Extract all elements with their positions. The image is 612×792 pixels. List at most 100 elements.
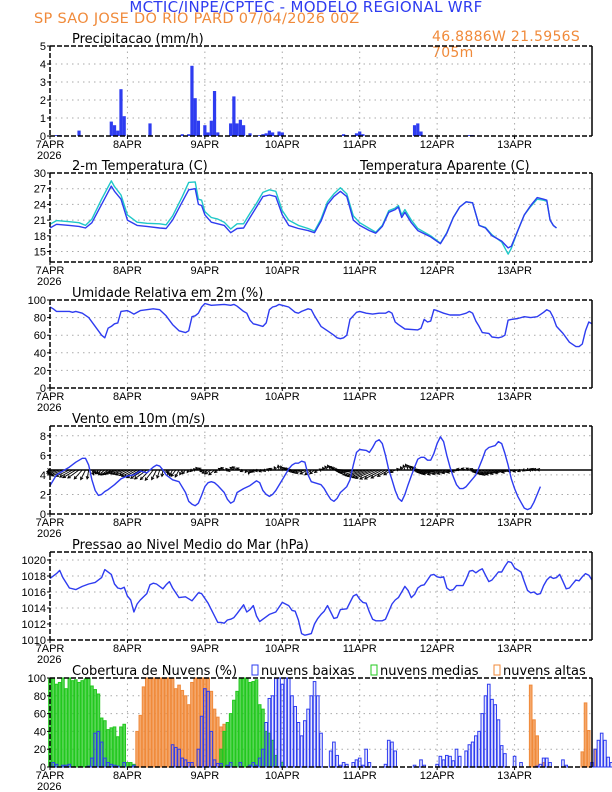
wind-arrow-head — [249, 469, 254, 474]
wind-arrow-head — [313, 469, 318, 474]
cloud-bar-nuvens-altas — [148, 677, 152, 768]
wind-arrow — [318, 468, 323, 472]
wind-arrow-head — [244, 469, 249, 474]
wind-arrow — [512, 469, 518, 473]
x-tick-label: 13APR — [497, 265, 532, 277]
wind-arrow-shaft — [456, 468, 464, 471]
cloud-bar-nuvens-medias — [228, 713, 233, 768]
precip-bar — [122, 116, 126, 136]
wind-arrow-head — [402, 464, 406, 469]
cloud-bar-nuvens-baixas — [496, 719, 501, 768]
precip-bar — [232, 96, 236, 136]
wind-arrow-shaft — [126, 469, 141, 479]
wind-arrow-shaft — [422, 469, 441, 475]
cloud-bar-nuvens-baixas — [606, 756, 610, 768]
wind-arrow — [313, 469, 319, 474]
wind-arrow-shaft — [417, 469, 431, 474]
cloud-bar-nuvens-baixas — [99, 741, 104, 768]
cloud-bar-nuvens-baixas — [483, 695, 488, 768]
cloud-bar-nuvens-baixas — [286, 677, 291, 768]
cloud-bar-nuvens-medias — [86, 677, 91, 768]
wind-arrow-head — [133, 476, 138, 480]
cloud-bar-nuvens-altas — [157, 677, 162, 768]
x-tick-label: 13APR — [497, 770, 532, 782]
wind-arrow-head — [231, 466, 236, 470]
x-tick-label: 9APR — [190, 770, 219, 782]
cloud-bar-nuvens-baixas — [354, 759, 359, 768]
cloud-bar-nuvens-baixas — [341, 762, 346, 768]
wind-arrow-head — [217, 467, 222, 472]
panel-3: 0 2 4 6 8 7APR 8APR 9APR 10APR 11APR 12APR 13APR 202… — [36, 412, 593, 540]
precip-bar — [361, 134, 365, 136]
cloud-bar-nuvens-medias — [112, 726, 117, 768]
cloud-bar-nuvens-baixas — [61, 764, 65, 768]
wind-arrow-head — [291, 470, 296, 474]
wind-arrow-head — [58, 474, 63, 478]
precip-bar — [116, 130, 120, 136]
y-tick-label: 20 — [34, 365, 46, 377]
wind-arrow — [220, 466, 225, 471]
wind-arrow-shaft — [151, 469, 157, 480]
y-tick-label: 21 — [34, 215, 46, 227]
wind-arrow-head — [170, 473, 174, 478]
legend-label-nuvens-altas: nuvens altas — [503, 664, 586, 679]
wind-arrow-head — [512, 469, 517, 473]
wind-arrow — [536, 468, 541, 472]
wind-arrow-shaft — [232, 466, 238, 471]
cloud-bar-nuvens-medias — [122, 723, 127, 768]
wind-arrow-head — [129, 475, 134, 479]
cloud-bar-nuvens-medias — [244, 677, 249, 768]
cloud-bar-nuvens-medias — [57, 681, 62, 768]
wind-arrow-head — [521, 468, 526, 472]
wind-arrow-head — [67, 475, 71, 479]
x-year-label: 2026 — [37, 781, 61, 792]
cloud-bar-nuvens-medias — [225, 722, 230, 768]
precip-bar — [416, 123, 420, 136]
wind-arrow-shaft — [59, 469, 73, 478]
y-tick-label: 20 — [34, 744, 46, 756]
wind-arrow-shaft — [416, 469, 428, 473]
cloud-bar-nuvens-baixas — [541, 757, 546, 768]
wind-arrow-shaft — [208, 469, 215, 476]
precip-bar — [193, 98, 197, 136]
precip-bar — [229, 123, 233, 136]
cloud-bar-nuvens-medias — [115, 736, 120, 768]
wind-arrow — [253, 468, 260, 473]
wind-arrow — [484, 469, 502, 476]
wind-arrow — [268, 467, 273, 472]
cloud-bar-nuvens-altas — [212, 708, 217, 768]
precip-bar — [209, 120, 213, 136]
cloud-bar-nuvens-medias — [54, 683, 59, 768]
wind-arrow-head — [85, 475, 90, 480]
wind-arrow-shaft — [309, 469, 315, 475]
cloud-bar-nuvens-baixas — [306, 708, 310, 768]
cloud-bar-nuvens-baixas — [454, 748, 459, 768]
wind-arrow — [431, 469, 447, 476]
y-tick-label: 1014 — [22, 603, 46, 615]
wind-arrow — [197, 467, 202, 471]
wind-arrow — [276, 464, 281, 471]
precip-bar — [112, 125, 117, 136]
y-tick-label: 1018 — [22, 571, 46, 583]
wind-arrow — [217, 467, 222, 472]
wind-arrow-head — [273, 465, 277, 470]
station-coordinates: 46.8886W 21.5956S 705m — [432, 29, 581, 61]
wind-arrow-shaft — [377, 469, 389, 477]
x-year-label: 2026 — [37, 276, 61, 288]
wind-arrow — [273, 465, 277, 471]
cloud-bar-nuvens-baixas — [270, 695, 275, 768]
wind-arrow — [265, 468, 270, 472]
y-tick-label: 5 — [40, 41, 46, 53]
wind-arrow-head — [208, 471, 212, 476]
wind-arrow-head — [250, 469, 255, 473]
y-tick-label: 100 — [28, 673, 46, 685]
cloud-bar-nuvens-medias — [64, 688, 68, 768]
wind-arrow-shaft — [364, 469, 383, 480]
cloud-bar-nuvens-baixas — [277, 677, 281, 768]
x-tick-label: 7APR — [36, 643, 65, 655]
x-tick-label: 8APR — [113, 643, 142, 655]
x-tick-label: 12APR — [420, 391, 455, 403]
wind-arrow-shaft — [340, 469, 357, 474]
x-tick-label: 10APR — [265, 517, 300, 529]
x-tick-label: 11APR — [343, 139, 377, 151]
